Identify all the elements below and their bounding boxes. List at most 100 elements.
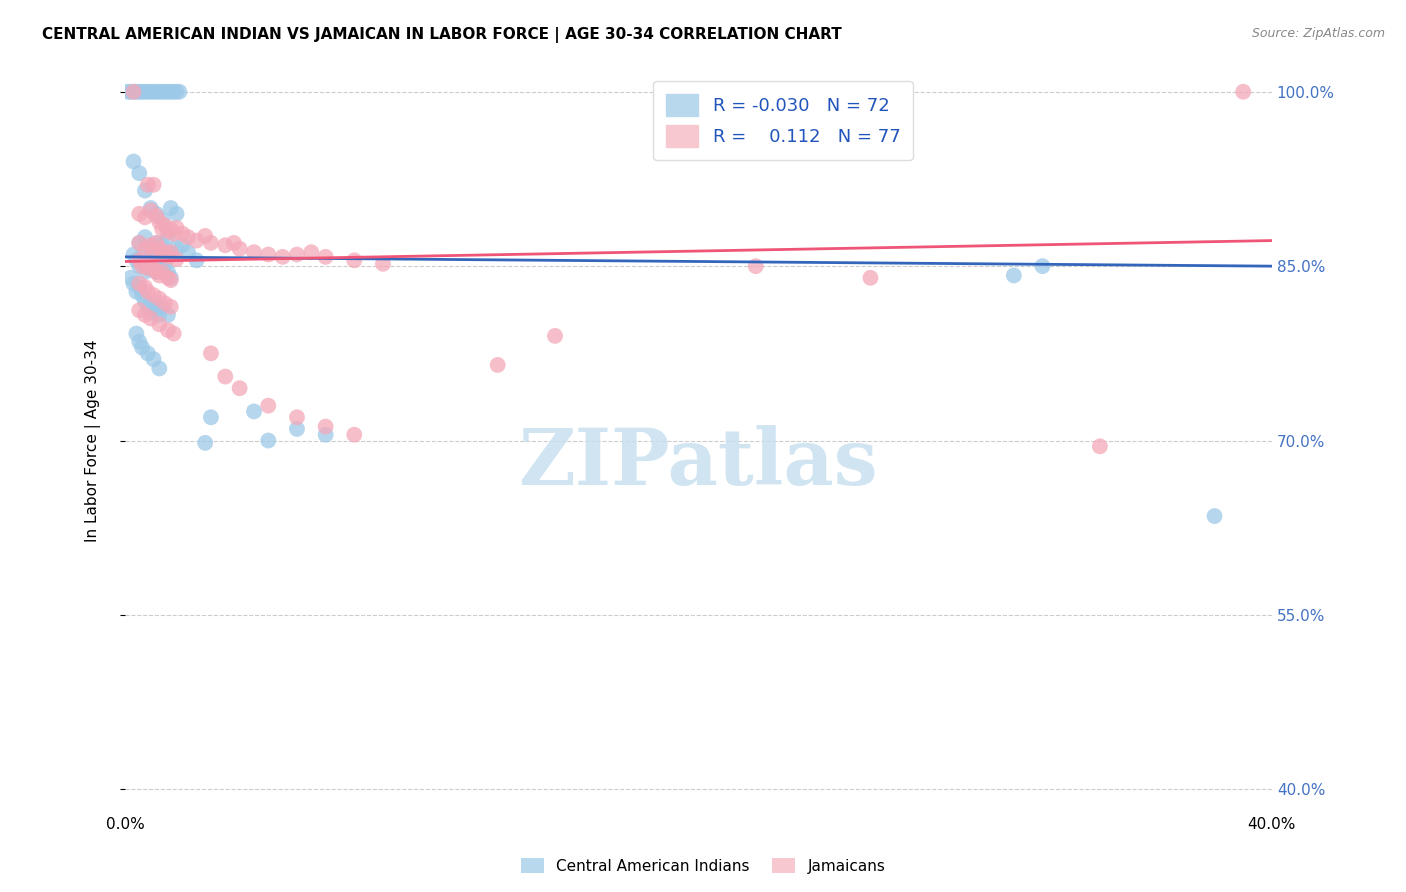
Point	[200, 410, 222, 425]
Point	[128, 166, 150, 180]
Point	[343, 427, 366, 442]
Point	[131, 85, 153, 99]
Point	[134, 211, 156, 225]
Point	[228, 381, 250, 395]
Point	[186, 234, 208, 248]
Point	[194, 228, 217, 243]
Point	[166, 207, 188, 221]
Point	[177, 245, 200, 260]
Point	[153, 257, 176, 271]
Point	[134, 85, 156, 99]
Point	[125, 285, 148, 299]
Point	[134, 257, 156, 271]
Point	[153, 85, 176, 99]
Point	[131, 250, 153, 264]
Point	[156, 308, 179, 322]
Point	[122, 85, 145, 99]
Point	[159, 247, 181, 261]
Point	[145, 207, 167, 221]
Point	[139, 311, 162, 326]
Point	[131, 288, 153, 302]
Point	[128, 253, 150, 268]
Point	[257, 434, 280, 448]
Point	[169, 85, 191, 99]
Point	[136, 346, 159, 360]
Point	[145, 265, 167, 279]
Point	[285, 422, 308, 436]
Point	[150, 85, 173, 99]
Point	[128, 303, 150, 318]
Point	[153, 247, 176, 261]
Point	[134, 242, 156, 256]
Point	[139, 242, 162, 256]
Point	[544, 329, 567, 343]
Point	[148, 308, 170, 322]
Point	[228, 242, 250, 256]
Point	[153, 219, 176, 233]
Point	[142, 245, 165, 260]
Point	[166, 242, 188, 256]
Point	[159, 201, 181, 215]
Point	[150, 222, 173, 236]
Point	[148, 242, 170, 256]
Point	[153, 296, 176, 310]
Point	[486, 358, 509, 372]
Point	[139, 85, 162, 99]
Point	[150, 265, 173, 279]
Point	[128, 334, 150, 349]
Point	[243, 245, 266, 260]
Point	[148, 259, 170, 273]
Point	[200, 346, 222, 360]
Point	[145, 85, 167, 99]
Point	[148, 292, 170, 306]
Point	[145, 235, 167, 250]
Point	[271, 250, 294, 264]
Point	[159, 245, 181, 260]
Point	[145, 303, 167, 318]
Point	[122, 247, 145, 261]
Point	[148, 361, 170, 376]
Point	[139, 203, 162, 218]
Point	[145, 209, 167, 223]
Point	[134, 308, 156, 322]
Point	[148, 215, 170, 229]
Point	[145, 265, 167, 279]
Point	[136, 261, 159, 276]
Point	[285, 410, 308, 425]
Point	[148, 268, 170, 283]
Point	[159, 270, 181, 285]
Point	[214, 238, 236, 252]
Point	[134, 230, 156, 244]
Point	[200, 235, 222, 250]
Point	[128, 235, 150, 250]
Point	[128, 277, 150, 291]
Point	[153, 245, 176, 260]
Point	[136, 85, 159, 99]
Point	[159, 222, 181, 236]
Point	[142, 352, 165, 367]
Point	[163, 326, 186, 341]
Point	[136, 257, 159, 271]
Point	[125, 85, 148, 99]
Point	[222, 235, 245, 250]
Point	[315, 419, 337, 434]
Point	[150, 238, 173, 252]
Legend: R = -0.030   N = 72, R =    0.112   N = 77: R = -0.030 N = 72, R = 0.112 N = 77	[652, 81, 912, 160]
Point	[156, 85, 179, 99]
Point	[257, 247, 280, 261]
Point	[142, 296, 165, 310]
Point	[148, 318, 170, 332]
Point	[166, 252, 188, 267]
Point	[156, 323, 179, 337]
Point	[128, 259, 150, 273]
Point	[136, 300, 159, 314]
Point	[159, 273, 181, 287]
Point	[131, 259, 153, 273]
Point	[156, 265, 179, 279]
Point	[371, 257, 394, 271]
Point	[150, 300, 173, 314]
Point	[315, 427, 337, 442]
Point	[117, 85, 139, 99]
Point	[1002, 268, 1025, 283]
Point	[150, 212, 173, 227]
